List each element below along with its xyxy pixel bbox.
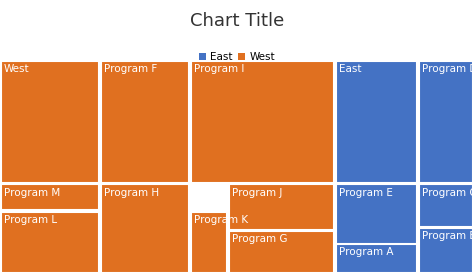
Legend: East, West: East, West bbox=[195, 48, 279, 66]
Text: West: West bbox=[4, 64, 29, 74]
Text: East: East bbox=[339, 64, 362, 74]
FancyBboxPatch shape bbox=[101, 184, 189, 273]
Text: Program K: Program K bbox=[194, 215, 248, 225]
FancyBboxPatch shape bbox=[336, 61, 417, 183]
FancyBboxPatch shape bbox=[336, 184, 417, 273]
Text: Program I: Program I bbox=[194, 64, 245, 74]
Text: Program E: Program E bbox=[339, 187, 393, 198]
FancyBboxPatch shape bbox=[101, 61, 189, 183]
FancyBboxPatch shape bbox=[419, 184, 473, 227]
FancyBboxPatch shape bbox=[1, 184, 99, 210]
Text: Program L: Program L bbox=[4, 215, 57, 225]
FancyBboxPatch shape bbox=[419, 61, 473, 183]
Text: Program H: Program H bbox=[104, 187, 159, 198]
Text: Program D: Program D bbox=[422, 64, 474, 74]
Text: Program J: Program J bbox=[232, 187, 283, 198]
FancyBboxPatch shape bbox=[336, 244, 417, 273]
Text: Program M: Program M bbox=[4, 187, 60, 198]
Text: Program G: Program G bbox=[232, 234, 288, 244]
FancyBboxPatch shape bbox=[1, 212, 99, 273]
Text: Program B: Program B bbox=[422, 231, 474, 241]
Text: Program C: Program C bbox=[422, 187, 474, 198]
FancyBboxPatch shape bbox=[229, 231, 334, 273]
FancyBboxPatch shape bbox=[191, 212, 227, 273]
FancyBboxPatch shape bbox=[1, 61, 99, 183]
Text: Chart Title: Chart Title bbox=[190, 12, 284, 30]
Text: Program F: Program F bbox=[104, 64, 157, 74]
FancyBboxPatch shape bbox=[419, 228, 473, 273]
Text: Program A: Program A bbox=[339, 247, 393, 257]
FancyBboxPatch shape bbox=[229, 184, 334, 230]
FancyBboxPatch shape bbox=[191, 61, 334, 183]
